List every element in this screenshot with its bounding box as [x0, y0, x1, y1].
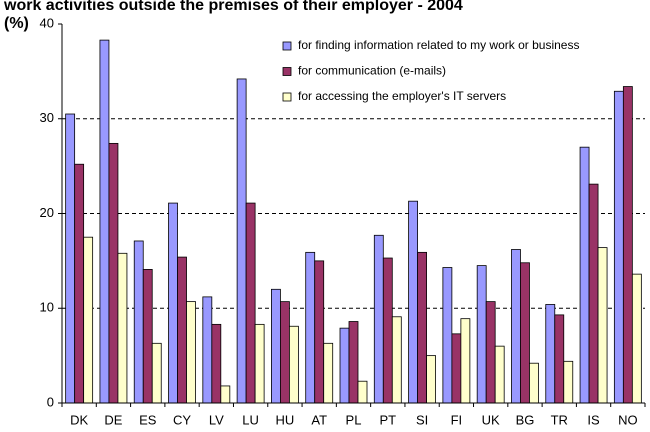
bar	[202, 296, 213, 404]
bar	[74, 163, 85, 404]
bar	[99, 39, 110, 404]
x-tick-label: SI	[416, 412, 428, 427]
bar	[622, 86, 633, 404]
bar	[373, 234, 384, 404]
legend-label: for finding information related to my wo…	[298, 38, 579, 52]
bar	[177, 256, 187, 404]
bar	[339, 327, 350, 404]
x-tick-label: UK	[482, 412, 500, 427]
bar	[613, 90, 624, 404]
x-tick-label: DK	[70, 412, 88, 427]
bar	[168, 202, 178, 404]
bar	[597, 247, 608, 404]
bar	[554, 314, 565, 404]
bar	[142, 269, 153, 404]
x-tick-label: ES	[139, 412, 157, 427]
x-tick-label: NO	[618, 412, 638, 427]
x-tick-label: FI	[451, 412, 463, 427]
bar	[271, 288, 281, 404]
x-tick-label: CY	[173, 412, 191, 427]
x-tick-label: PT	[379, 412, 396, 427]
bar	[133, 240, 144, 404]
bar	[588, 183, 599, 404]
legend-swatch	[282, 41, 292, 51]
legend-swatch	[282, 92, 292, 102]
bar	[236, 78, 247, 404]
legend-swatch	[282, 67, 292, 76]
y-tick-label: 30	[40, 110, 54, 125]
bar	[579, 146, 590, 404]
bar	[426, 355, 436, 404]
bar	[520, 262, 530, 404]
bar	[220, 385, 231, 404]
x-tick-label: TR	[551, 412, 568, 427]
bar	[357, 380, 368, 404]
bar	[323, 342, 334, 404]
bar	[289, 325, 299, 404]
bar	[83, 236, 94, 404]
bar	[186, 301, 196, 404]
bar	[408, 200, 418, 404]
bar	[314, 260, 325, 404]
chart-title: work activities outside the premises of …	[3, 0, 463, 14]
bar	[460, 318, 471, 404]
bar	[545, 304, 556, 404]
bar	[476, 265, 487, 404]
bar	[511, 249, 521, 404]
x-tick-label: IS	[587, 412, 600, 427]
y-tick-label: 0	[47, 394, 54, 409]
y-axis-label: (%)	[4, 15, 29, 32]
x-tick-label: LV	[209, 412, 224, 427]
bar	[348, 321, 359, 404]
x-tick-label: PL	[346, 412, 362, 427]
bar	[417, 251, 427, 404]
x-tick-label: AT	[311, 412, 327, 427]
bar	[494, 345, 505, 404]
bar	[305, 251, 316, 404]
y-tick-label: 10	[40, 300, 54, 315]
bar	[108, 142, 119, 404]
bar	[211, 323, 222, 404]
y-tick-label: 20	[40, 205, 54, 220]
legend-label: for communication (e-mails)	[298, 64, 446, 78]
bar	[382, 257, 393, 404]
bar	[391, 316, 402, 404]
x-tick-label: LU	[242, 412, 259, 427]
bar	[280, 301, 290, 404]
bar	[254, 323, 265, 404]
x-tick-label: BG	[516, 412, 535, 427]
bar	[151, 342, 162, 404]
bar	[442, 267, 453, 404]
bar	[117, 252, 128, 404]
y-tick-label: 40	[40, 15, 54, 30]
bar	[485, 301, 496, 404]
bar	[245, 202, 256, 404]
x-tick-label: HU	[276, 412, 295, 427]
bar	[451, 333, 462, 404]
bar	[529, 362, 539, 404]
legend-label: for accessing the employer's IT servers	[298, 89, 506, 103]
bar	[563, 360, 574, 404]
x-tick-label: DE	[104, 412, 122, 427]
bar	[631, 273, 642, 404]
bar	[65, 113, 76, 404]
